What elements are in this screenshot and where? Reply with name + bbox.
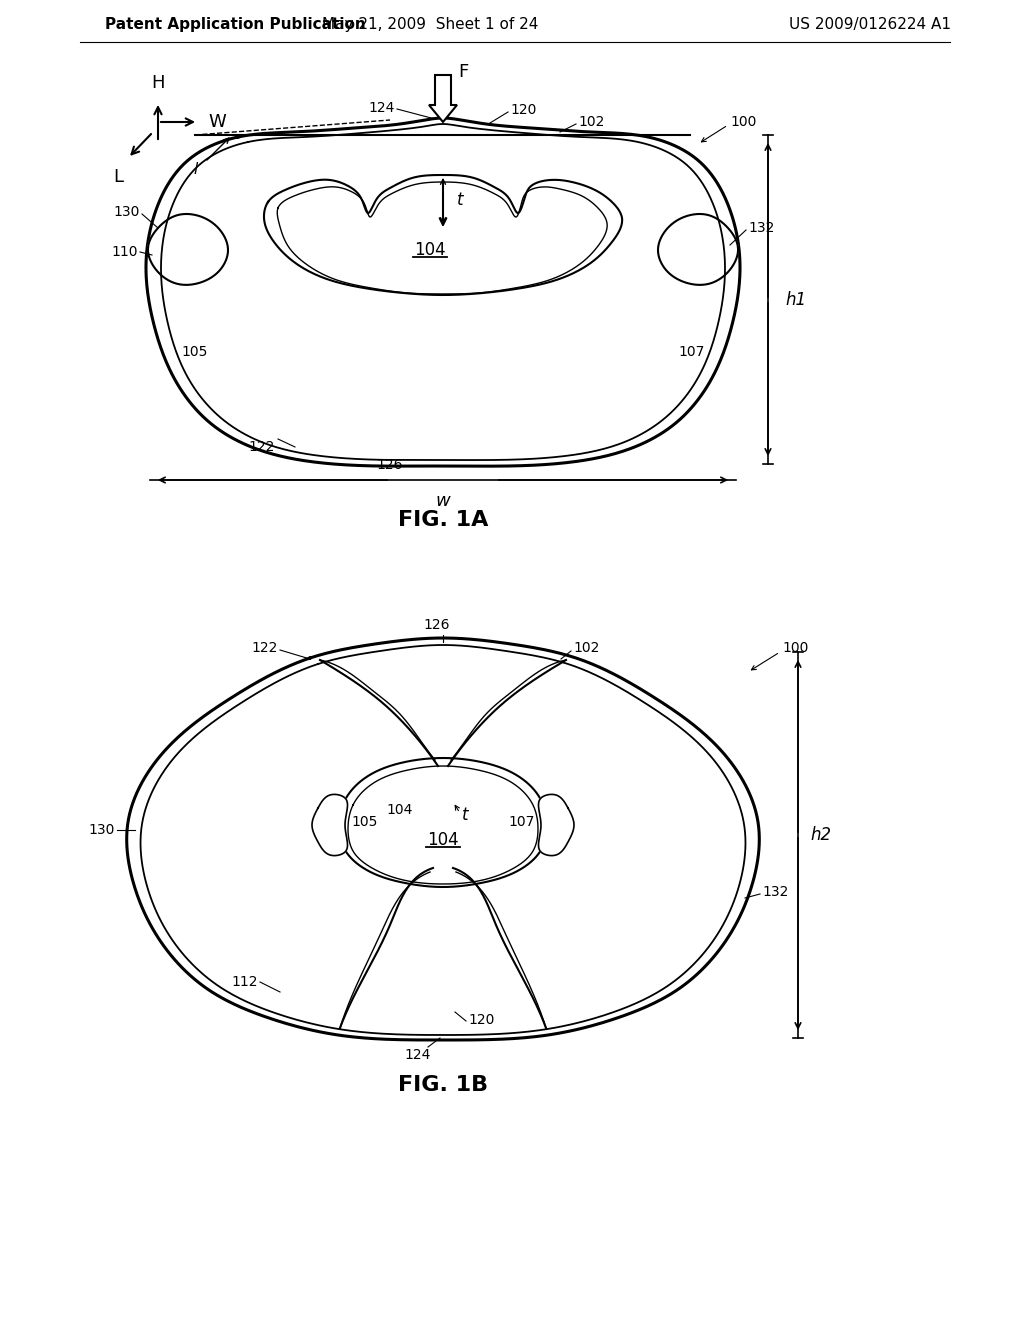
Text: 107: 107 (508, 814, 535, 829)
Text: 132: 132 (762, 884, 788, 899)
Polygon shape (146, 117, 740, 466)
Polygon shape (339, 758, 547, 887)
Polygon shape (127, 638, 760, 1040)
Text: 104: 104 (387, 803, 414, 817)
Text: US 2009/0126224 A1: US 2009/0126224 A1 (790, 17, 951, 33)
Text: 100: 100 (730, 115, 757, 129)
Text: 105: 105 (351, 814, 378, 829)
Text: h1: h1 (785, 290, 806, 309)
Polygon shape (147, 214, 228, 285)
Text: 124: 124 (369, 102, 395, 115)
Text: F: F (458, 63, 468, 81)
Text: 100: 100 (782, 642, 808, 655)
Polygon shape (539, 795, 574, 855)
Text: w: w (435, 492, 451, 510)
Text: 102: 102 (573, 642, 599, 655)
Text: l: l (194, 162, 198, 177)
Text: 126: 126 (424, 618, 451, 632)
Text: L: L (113, 168, 123, 186)
Polygon shape (264, 176, 623, 294)
Text: 126: 126 (377, 458, 403, 473)
Text: 122: 122 (249, 440, 275, 454)
Text: Patent Application Publication: Patent Application Publication (105, 17, 366, 33)
Text: 130: 130 (114, 205, 140, 219)
Text: 120: 120 (468, 1012, 495, 1027)
Polygon shape (658, 214, 738, 285)
Text: H: H (152, 74, 165, 92)
Text: 110: 110 (112, 246, 138, 259)
Text: 130: 130 (89, 822, 115, 837)
Text: FIG. 1B: FIG. 1B (398, 1074, 488, 1096)
Text: 105: 105 (181, 345, 208, 359)
Text: t: t (457, 191, 464, 209)
Text: h2: h2 (810, 826, 831, 843)
Text: 132: 132 (748, 220, 774, 235)
Text: t: t (462, 807, 469, 824)
Text: 104: 104 (414, 242, 445, 259)
Text: 120: 120 (510, 103, 537, 117)
Text: 112: 112 (231, 975, 258, 989)
Text: May 21, 2009  Sheet 1 of 24: May 21, 2009 Sheet 1 of 24 (322, 17, 539, 33)
Text: 104: 104 (427, 832, 459, 849)
Text: FIG. 1A: FIG. 1A (397, 510, 488, 531)
Text: W: W (208, 114, 225, 131)
Polygon shape (312, 795, 347, 855)
Text: 124: 124 (404, 1048, 431, 1063)
Text: 122: 122 (252, 642, 278, 655)
Polygon shape (429, 75, 457, 121)
Text: 107: 107 (678, 345, 705, 359)
Text: 102: 102 (578, 115, 604, 129)
